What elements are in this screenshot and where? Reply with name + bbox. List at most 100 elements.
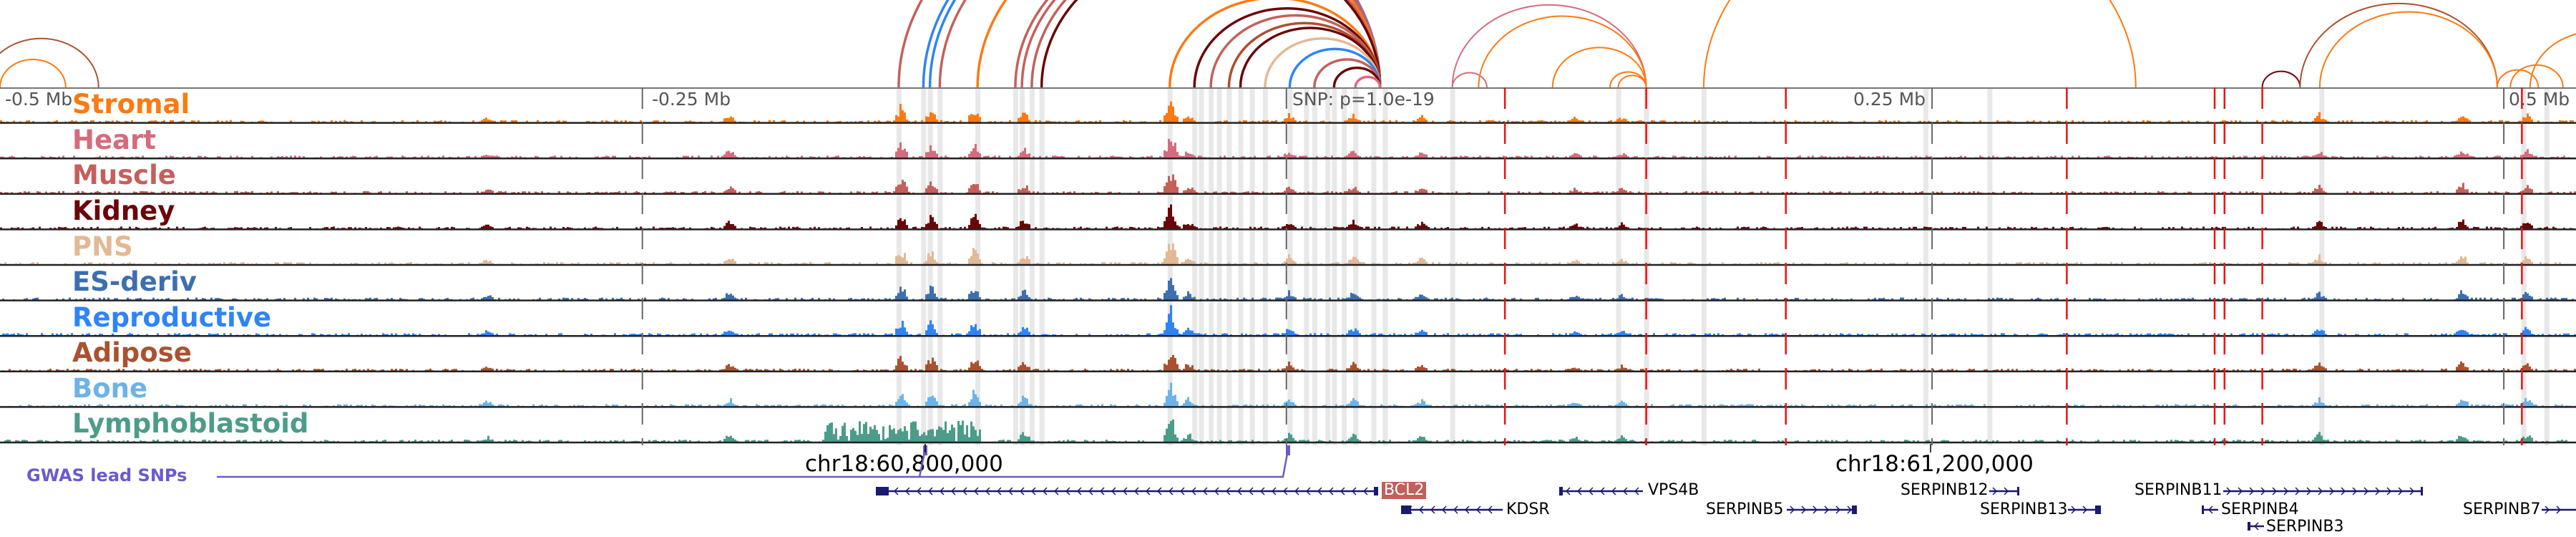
gene-label-serpinb13[interactable]: SERPINB13 xyxy=(1980,500,2068,518)
loop-arc xyxy=(2509,64,2564,88)
track-reproductive xyxy=(0,305,2576,337)
highlight-column xyxy=(1209,87,1214,445)
highlight-column xyxy=(1987,87,1993,445)
gene-vps4b-strand-arrow xyxy=(1611,487,1616,495)
track-bone xyxy=(0,382,2576,408)
gene-serpinb11-strand-arrow xyxy=(2329,487,2335,495)
highlight-column xyxy=(1923,87,1928,445)
snp-pvalue-label: SNP: p=1.0e-19 xyxy=(1292,89,1435,110)
track-label-lymphoblastoid: Lymphoblastoid xyxy=(72,408,309,439)
gene-bcl2-strand-arrow xyxy=(962,487,967,495)
gene-bcl2-strand-arrow xyxy=(1030,487,1036,495)
gene-serpinb11-strand-arrow xyxy=(2318,487,2323,495)
highlight-column xyxy=(1199,87,1204,445)
gene-bcl2-exon xyxy=(1374,487,1378,495)
highlight-column xyxy=(1353,87,1359,445)
highlight-column xyxy=(1167,87,1173,445)
signal-bars xyxy=(9,382,2576,407)
highlight-column xyxy=(2319,87,2325,445)
gene-vps4b-strand-arrow xyxy=(1588,487,1594,495)
gene-bcl2-strand-arrow xyxy=(973,487,979,495)
gene-bcl2-strand-arrow xyxy=(985,487,990,495)
highlight-column xyxy=(1262,87,1268,445)
signal-bars xyxy=(0,139,2570,158)
gene-serpinb5-exon xyxy=(1852,505,1857,514)
loop-arc xyxy=(897,0,1382,88)
gene-bcl2-strand-arrow xyxy=(996,487,1002,495)
gene-bcl2-strand-arrow xyxy=(1133,487,1139,495)
loop-arc xyxy=(1020,0,1382,88)
gene-kdsr-strand-arrow xyxy=(1453,505,1458,514)
gene-serpinb11-strand-arrow xyxy=(2398,487,2404,495)
gene-bcl2-strand-arrow xyxy=(1156,487,1162,495)
loop-arc xyxy=(1239,26,1382,88)
gene-bcl2-strand-arrow xyxy=(1294,487,1299,495)
gene-serpinb11-strand-arrow xyxy=(2249,487,2255,495)
gene-label-kdsr[interactable]: KDSR xyxy=(1506,500,1550,518)
gene-bcl2-strand-arrow xyxy=(1282,487,1288,495)
gene-vps4b-strand-arrow xyxy=(1576,487,1582,495)
loop-arc xyxy=(1332,66,1382,88)
gene-kdsr-exon xyxy=(1401,505,1411,514)
gene-vps4b-strand-arrow xyxy=(1622,487,1628,495)
highlight-column xyxy=(1192,87,1198,445)
gene-serpinb12-exon xyxy=(2017,487,2019,495)
gene-label-vps4b[interactable]: VPS4B xyxy=(1648,481,1699,499)
gene-bcl2-strand-arrow xyxy=(1111,487,1116,495)
gene-serpinb7-strand-arrow xyxy=(2556,505,2562,514)
highlight-column xyxy=(1701,87,1707,445)
chr-tick-label-61200000: chr18:61,200,000 xyxy=(1835,451,2034,477)
gene-bcl2-strand-arrow xyxy=(1305,487,1311,495)
loop-arc xyxy=(922,0,1382,88)
highlight-column xyxy=(1029,87,1035,445)
signal-bars xyxy=(0,174,2576,193)
gene-bcl2-strand-arrow xyxy=(1214,487,1219,495)
loop-arc xyxy=(2318,11,2498,88)
track-muscle xyxy=(0,174,2576,195)
highlight-column xyxy=(1312,87,1317,445)
gene-bcl2-strand-arrow xyxy=(1340,487,1345,495)
gene-bcl2-strand-arrow xyxy=(1053,487,1059,495)
highlight-column xyxy=(1216,87,1222,445)
gene-label-serpinb5[interactable]: SERPINB5 xyxy=(1706,500,1784,518)
gene-label-serpinb12[interactable]: SERPINB12 xyxy=(1901,481,1989,499)
gene-bcl2-strand-arrow xyxy=(1259,487,1265,495)
axis-label-minus-0-25mb: -0.25 Mb xyxy=(652,89,731,110)
loop-arc xyxy=(1609,71,1647,88)
loop-arc xyxy=(1617,74,1647,88)
highlight-column xyxy=(1450,87,1455,445)
loop-arc xyxy=(1451,4,1647,88)
loop-arc xyxy=(938,0,1382,88)
gene-label-bcl2[interactable]: BCL2 xyxy=(1382,482,1427,499)
gene-bcl2-strand-arrow xyxy=(1225,487,1231,495)
highlight-column xyxy=(1371,87,1377,445)
highlight-column xyxy=(2544,87,2550,445)
gene-label-serpinb7[interactable]: SERPINB7 xyxy=(2463,500,2541,518)
gene-serpinb12-strand-arrow xyxy=(1992,487,1998,495)
gene-label-serpinb11[interactable]: SERPINB11 xyxy=(2135,481,2223,499)
gene-label-serpinb3[interactable]: SERPINB3 xyxy=(2266,518,2344,536)
gene-serpinb11-strand-arrow xyxy=(2341,487,2346,495)
gene-label-serpinb4[interactable]: SERPINB4 xyxy=(2221,500,2299,518)
gene-serpinb13-strand-arrow xyxy=(2082,505,2088,514)
highlight-column xyxy=(1382,87,1388,445)
highlight-column xyxy=(975,87,981,445)
gene-bcl2-strand-arrow xyxy=(1202,487,1208,495)
highlight-column xyxy=(1249,87,1255,445)
loop-arc xyxy=(2261,70,2301,88)
highlight-column xyxy=(1039,87,1045,445)
track-lymphoblastoid xyxy=(0,419,2576,444)
gwas-snp-marker xyxy=(1286,445,1290,455)
gene-serpinb5-strand-arrow xyxy=(1790,505,1795,514)
gene-kdsr-strand-arrow xyxy=(1430,505,1435,514)
gene-serpinb11-strand-arrow xyxy=(2295,487,2301,495)
track-label-stromal: Stromal xyxy=(72,89,190,120)
gene-vps4b-exon xyxy=(1559,487,1563,495)
loop-arc xyxy=(1702,0,2137,88)
loop-arc xyxy=(1551,47,1647,88)
gene-kdsr-strand-arrow xyxy=(1441,505,1447,514)
gene-bcl2-strand-arrow xyxy=(1271,487,1277,495)
signal-tracks xyxy=(0,87,2576,445)
highlight-column xyxy=(1013,87,1018,445)
track-heart xyxy=(0,139,2576,160)
